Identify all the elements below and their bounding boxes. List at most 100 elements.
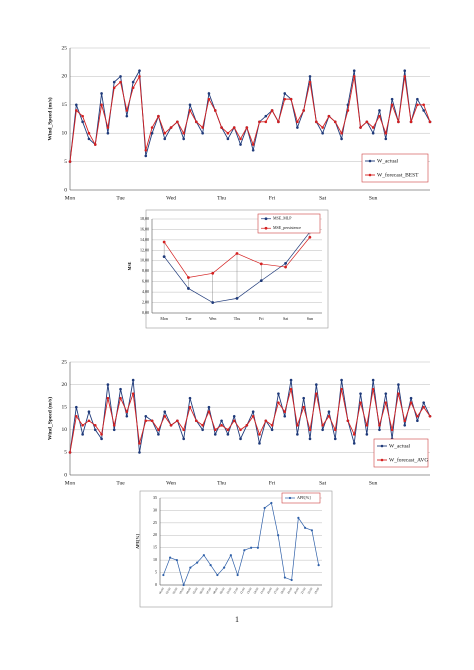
data-point [308, 235, 312, 239]
data-point [297, 516, 300, 519]
data-point [226, 433, 230, 436]
data-point [333, 437, 337, 441]
y-tick-label: 15 [62, 102, 68, 108]
y-tick-label: 5 [64, 159, 67, 165]
x-tick-label: 17:00 [273, 586, 280, 594]
data-point [359, 401, 362, 404]
x-tick-label: 12:00 [239, 586, 246, 594]
data-point [397, 383, 400, 386]
data-point [315, 392, 318, 395]
data-point [378, 428, 381, 432]
data-point [201, 423, 204, 427]
data-point [119, 80, 122, 84]
x-tick-label: 23:00 [313, 586, 320, 594]
data-point [327, 410, 331, 414]
data-point [100, 437, 103, 441]
data-point [352, 75, 356, 78]
legend-marker [368, 173, 372, 177]
data-point [384, 392, 388, 395]
data-point [182, 131, 185, 135]
data-point [112, 428, 116, 432]
data-point [296, 423, 299, 427]
data-point [378, 423, 381, 427]
data-point [308, 80, 312, 84]
legend-marker [380, 458, 384, 462]
data-point [232, 414, 236, 418]
y-axis-label: Wind_Speed (m/s) [46, 97, 53, 140]
data-point [397, 392, 400, 395]
data-point [68, 160, 72, 163]
data-point [213, 433, 217, 436]
data-point [321, 423, 324, 427]
data-point [403, 69, 407, 73]
data-point [397, 120, 400, 124]
data-point [277, 392, 280, 395]
data-point [277, 534, 280, 537]
data-point [162, 573, 165, 577]
data-point [125, 410, 129, 414]
data-point [416, 103, 419, 107]
data-point [422, 405, 425, 409]
data-point [112, 86, 116, 90]
data-point [403, 75, 407, 78]
y-tick-label: 14,00 [140, 237, 149, 243]
y-tick-label: 15 [62, 404, 68, 410]
x-tick-label: 10:00 [225, 586, 232, 594]
data-point [75, 405, 78, 409]
data-point [340, 131, 343, 135]
data-point [277, 401, 280, 404]
data-point [201, 126, 204, 129]
data-point [302, 109, 305, 112]
y-tick-label: 4,00 [142, 289, 149, 295]
data-point [296, 120, 299, 124]
data-point [245, 423, 249, 427]
data-point [211, 271, 215, 275]
data-point [213, 428, 217, 432]
data-point [302, 396, 305, 400]
x-tick-label: Tue [116, 480, 125, 486]
data-point [302, 405, 305, 409]
data-point [68, 451, 72, 454]
legend-marker [380, 444, 384, 448]
legend-box [373, 438, 429, 468]
data-point [283, 410, 287, 414]
x-tick-label: Wen [166, 480, 176, 486]
data-point [232, 126, 236, 129]
data-point [125, 414, 129, 418]
data-point [270, 501, 273, 505]
legend-marker [264, 217, 268, 221]
x-tick-label: 22:00 [306, 586, 313, 594]
data-point [175, 559, 178, 562]
x-tick-label: Sat [283, 316, 289, 321]
legend-label: W_forecast_AVG [389, 456, 428, 463]
data-point [346, 109, 350, 112]
x-tick-label: 00:00 [158, 586, 165, 594]
data-point [207, 410, 211, 414]
data-point [187, 287, 190, 290]
data-point [359, 126, 362, 129]
data-point [283, 97, 287, 101]
data-point [251, 143, 255, 146]
data-point [188, 405, 192, 409]
data-point [87, 410, 91, 414]
data-point [176, 120, 179, 124]
x-tick-label: Fri [269, 195, 276, 201]
data-point [100, 433, 103, 436]
data-point [258, 433, 261, 436]
data-point [340, 387, 343, 391]
data-point [188, 103, 192, 107]
data-point [226, 428, 230, 432]
data-point [259, 279, 263, 283]
data-point [346, 419, 350, 423]
data-point [201, 428, 204, 432]
data-point [216, 573, 219, 577]
data-point [75, 414, 78, 418]
y-tick-label: 10 [62, 130, 68, 136]
data-point [270, 428, 274, 432]
data-point [284, 261, 287, 265]
legend-label: W_actual [389, 443, 411, 449]
y-tick-label: 20 [62, 74, 68, 80]
data-point [283, 92, 287, 95]
x-tick-label: 09:00 [219, 586, 226, 594]
